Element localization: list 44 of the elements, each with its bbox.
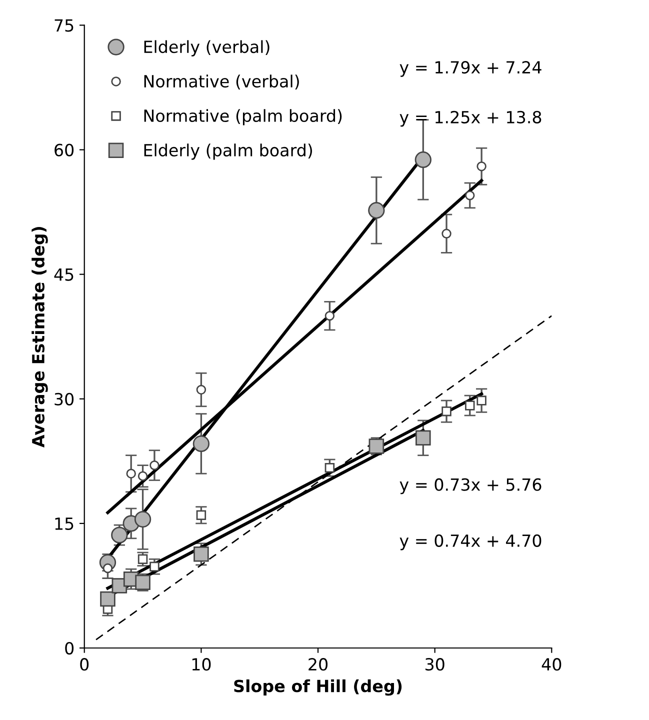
point xyxy=(111,526,128,544)
x-axis-title: Slope of Hill (deg) xyxy=(234,679,402,696)
annotation: y = 0.73x + 5.76 xyxy=(400,478,542,494)
x-tick-label: 30 xyxy=(425,658,444,671)
y-tick-label: 75 xyxy=(54,19,74,32)
point xyxy=(368,202,385,219)
point xyxy=(324,310,335,321)
point xyxy=(100,591,116,607)
point xyxy=(414,151,432,168)
y-tick-label: 30 xyxy=(54,392,74,406)
point xyxy=(324,462,335,473)
point xyxy=(192,435,210,452)
point xyxy=(194,546,209,562)
point xyxy=(150,562,160,572)
point xyxy=(150,460,160,470)
point xyxy=(196,384,206,395)
y-tick-label: 15 xyxy=(55,518,74,530)
point xyxy=(138,471,148,481)
y-axis-title: Average Estimate (deg) xyxy=(32,227,48,448)
legend-label: Normative (verbal) xyxy=(144,74,299,90)
point xyxy=(476,396,486,406)
point xyxy=(102,563,113,574)
x-tick-label: 10 xyxy=(192,658,211,671)
point xyxy=(476,162,486,172)
point xyxy=(465,190,475,200)
point xyxy=(134,510,152,528)
legend-label: Normative (palm board) xyxy=(144,109,342,126)
annotation: y = 1.79x + 7.24 xyxy=(400,61,542,77)
x-tick-label: 0 xyxy=(80,658,89,671)
y-tick-label: 60 xyxy=(54,144,74,156)
y-tick-label: 0 xyxy=(65,642,74,655)
point xyxy=(442,406,452,416)
x-tick-label: 20 xyxy=(308,658,328,671)
legend-label: Elderly (verbal) xyxy=(144,40,270,56)
point xyxy=(442,228,452,238)
y-tick-label: 45 xyxy=(54,268,74,281)
annotation: y = 1.25x + 13.8 xyxy=(400,110,542,127)
point xyxy=(126,468,136,478)
point xyxy=(465,400,475,410)
legend-label: Elderly (palm board) xyxy=(144,144,312,160)
point xyxy=(416,430,431,446)
x-tick-label: 40 xyxy=(542,658,562,671)
point xyxy=(196,510,206,520)
annotation: y = 0.74x + 4.70 xyxy=(400,534,542,550)
